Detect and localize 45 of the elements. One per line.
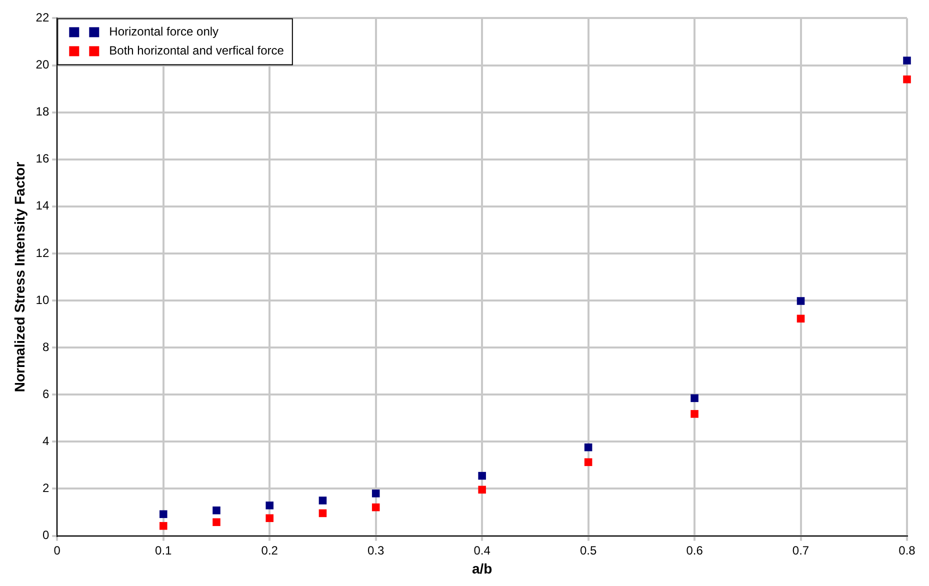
point [903,56,911,64]
x-tick-label: 0 [54,543,61,558]
y-tick-label: 6 [42,386,50,401]
point [584,458,592,466]
point [266,514,274,522]
point [690,410,698,418]
point [318,509,327,518]
y-tick-label: 8 [42,340,50,354]
point [318,496,327,504]
x-tick-label: 0.4 [474,543,491,558]
y-tick-label: 12 [36,246,50,260]
point [903,75,911,84]
point [212,506,220,514]
point [796,297,805,305]
x-tick-label: 0.6 [686,543,704,558]
point [266,502,274,510]
y-tick-label: 14 [36,198,50,213]
x-tick-label: 0.5 [580,543,597,558]
point [159,510,168,518]
x-tick-label: 0.1 [155,543,172,558]
point [796,314,805,323]
y-tick-label: 18 [36,104,50,119]
x-tick-label: 0.3 [368,543,385,558]
y-tick-label: 2 [42,481,50,496]
y-tick-label: 22 [36,10,50,25]
y-tick-label: 0 [42,528,50,542]
legend-label: Both horizontal and verfical force [109,44,284,58]
x-tick-label: 0.7 [792,543,810,558]
y-tick-label: 10 [36,292,50,307]
point [372,503,380,512]
x-tick-label: 0.8 [898,543,916,558]
x-axis-title: a/b [472,560,492,576]
point [478,472,486,480]
point [584,443,592,452]
point [212,518,220,526]
point [159,522,168,530]
point [690,394,698,402]
x-tick-label: 0.2 [261,543,278,558]
y-tick-label: 16 [36,152,50,166]
point [478,486,486,494]
point [372,490,380,498]
legend-label: Horizontal force only [109,24,219,39]
y-tick-label: 20 [36,58,50,72]
y-axis-title: Normalized Stress Intensity Factor [11,161,28,392]
y-tick-label: 4 [42,434,50,448]
